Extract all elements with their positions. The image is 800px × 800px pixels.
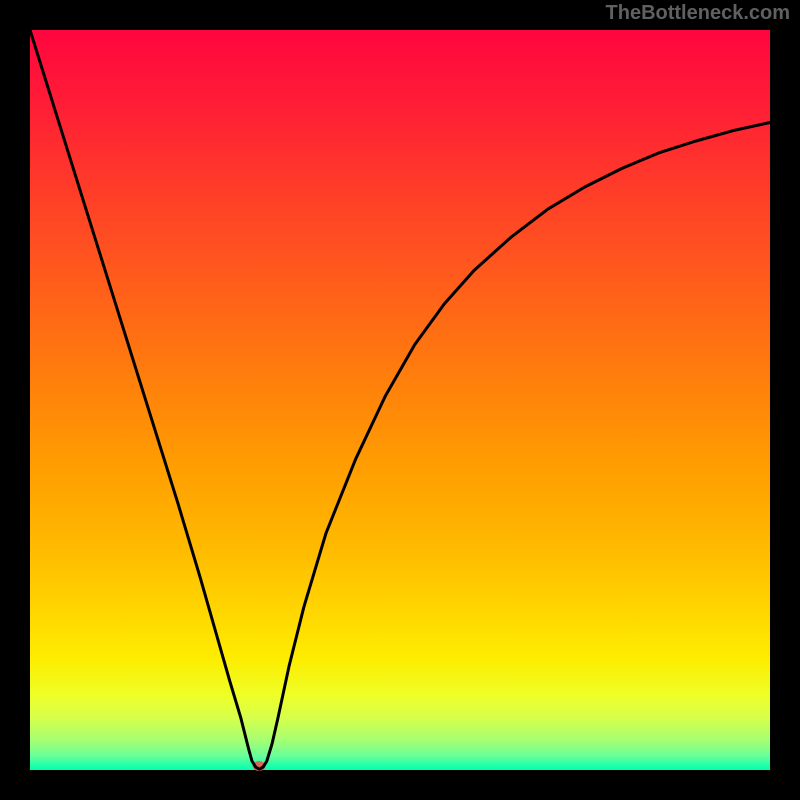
bottleneck-curve	[30, 30, 770, 770]
watermark-text: TheBottleneck.com	[606, 2, 790, 25]
chart-plot-area	[30, 30, 770, 770]
